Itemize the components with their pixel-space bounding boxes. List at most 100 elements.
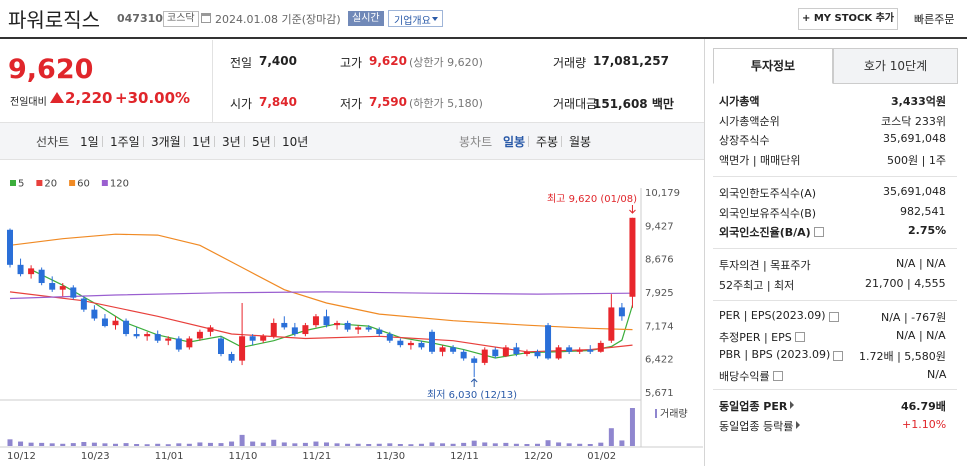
volume-bar	[450, 443, 456, 446]
candle-body	[218, 338, 224, 355]
volume-bar	[91, 442, 97, 446]
volume-bar	[123, 443, 129, 446]
info-label: 외국인한도주식수(A)	[719, 187, 817, 200]
info-value: 46.79배	[901, 400, 946, 413]
info-value: N/A | N/A	[896, 257, 946, 270]
separator	[143, 136, 144, 147]
volume-bar	[281, 442, 287, 446]
x-tick-label: 11/01	[155, 451, 184, 462]
candle-body	[365, 327, 372, 330]
info-value: N/A | N/A	[896, 328, 946, 342]
legend-label: 120	[110, 179, 129, 190]
period-button[interactable]: 1주일	[110, 135, 140, 149]
period-button[interactable]: 3년	[222, 135, 241, 149]
info-tab[interactable]: 호가 10단계	[833, 48, 958, 84]
separator	[274, 136, 275, 147]
y-tick-label: 10,179	[645, 188, 680, 199]
info-label: 배당수익률	[719, 369, 770, 383]
candle-body	[481, 349, 488, 363]
info-label: 투자의견 | 목표주가	[719, 259, 811, 272]
y-tick-label: 8,676	[645, 255, 674, 266]
x-tick-label: 11/21	[302, 451, 331, 462]
stat-value: 7,400	[259, 54, 297, 68]
volume-bar	[461, 442, 467, 446]
help-icon[interactable]	[795, 331, 805, 342]
candle-body	[323, 316, 330, 326]
legend-swatch	[101, 180, 108, 186]
candle-body	[196, 331, 203, 339]
candle-body	[228, 354, 235, 361]
x-tick-label: 11/30	[376, 451, 405, 462]
company-menu-label: 기업개요	[394, 16, 431, 27]
legend-swatch	[69, 180, 76, 186]
info-label: 시가총액순위	[719, 114, 780, 128]
candle-body	[545, 325, 552, 359]
high-arrow	[629, 205, 636, 214]
info-label: 동일업종 PER	[719, 400, 788, 413]
right-panel-border	[704, 39, 705, 466]
volume-bar	[239, 434, 245, 446]
info-label: 52주최고 | 최저	[719, 278, 795, 292]
help-icon[interactable]	[814, 227, 824, 237]
volume-bar	[376, 443, 382, 446]
candle-period-button[interactable]: 일봉	[503, 135, 526, 149]
change-label: 전일대비	[10, 97, 47, 108]
info-tab[interactable]: 투자정보	[713, 48, 833, 84]
candle-body	[270, 322, 277, 337]
arrow-icon	[790, 401, 794, 409]
help-icon[interactable]	[773, 370, 783, 381]
chart-toolbar	[0, 122, 705, 160]
candle-body	[80, 298, 87, 310]
candle-period-button[interactable]: 월봉	[569, 135, 592, 149]
quick-order[interactable]: 빠른주문	[914, 13, 955, 26]
candle-body	[576, 349, 583, 352]
group-divider	[713, 389, 957, 390]
volume-bar	[535, 443, 540, 446]
line-chart-label: 선차트	[36, 135, 70, 149]
volume-bar	[207, 442, 213, 446]
candle-body	[618, 307, 625, 317]
info-value: 500원 | 1주	[887, 153, 946, 167]
volume-bar	[155, 443, 161, 446]
candle-period-button[interactable]: 주봉	[536, 135, 559, 149]
candle-body	[344, 322, 351, 330]
volume-bar	[524, 443, 530, 446]
volume-legend-icon	[655, 409, 657, 418]
info-label: PBR | BPS (2023.09)	[719, 348, 831, 361]
info-label: 상장주식수	[719, 134, 770, 147]
candle-body	[376, 329, 383, 335]
volume-bar	[334, 443, 340, 446]
volume-bar	[134, 443, 140, 446]
volume-bar	[513, 443, 519, 446]
period-button[interactable]: 5년	[252, 135, 271, 149]
period-button[interactable]: 10년	[282, 135, 309, 149]
volume-bar	[197, 442, 203, 446]
candle-body	[133, 334, 140, 337]
candle-body	[291, 327, 298, 335]
volume-bar	[176, 443, 182, 446]
company-menu[interactable]: 기업개요	[388, 10, 443, 27]
candle-body	[302, 325, 309, 335]
info-label: 시가총액	[719, 95, 760, 108]
candle-body	[555, 347, 562, 359]
candle-body	[566, 347, 573, 352]
mystock-button[interactable]: + MY STOCK 추가	[798, 8, 898, 30]
stock-name: 파워로직스	[8, 8, 100, 32]
volume-bar	[144, 444, 150, 446]
period-button[interactable]: 1일	[80, 135, 99, 149]
help-icon[interactable]	[829, 312, 839, 322]
stat-label: 시가	[230, 97, 253, 111]
volume-bar	[324, 442, 329, 446]
candle-body	[186, 338, 193, 348]
help-icon[interactable]	[833, 351, 843, 361]
info-value: N/A	[927, 367, 947, 381]
period-button[interactable]: 1년	[192, 135, 211, 149]
panel-divider	[212, 40, 213, 122]
period-button[interactable]: 3개월	[151, 135, 181, 149]
candle-body	[281, 322, 288, 328]
moving-average-line	[9, 291, 633, 300]
volume-bar	[292, 443, 298, 446]
market-badge: 코스닥	[163, 11, 199, 27]
candle-body	[112, 320, 119, 326]
candle-body	[492, 349, 499, 357]
